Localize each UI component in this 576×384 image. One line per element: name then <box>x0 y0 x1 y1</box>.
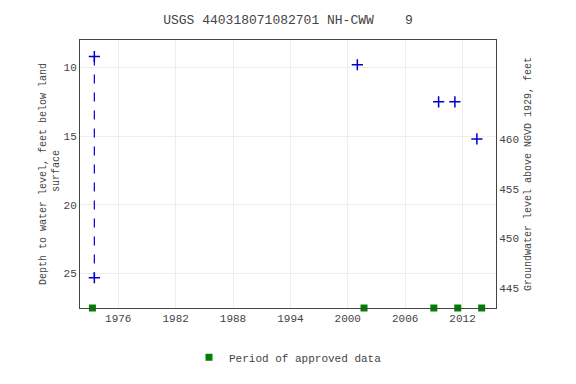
svg-text:Period of approved data: Period of approved data <box>229 353 381 365</box>
svg-text:2006: 2006 <box>392 313 418 325</box>
svg-text:450: 450 <box>499 233 519 245</box>
svg-text:Depth to water level, feet bel: Depth to water level, feet below land su… <box>38 63 62 285</box>
svg-text:460: 460 <box>499 134 519 146</box>
svg-text:Groundwater level above NGVD 1: Groundwater level above NGVD 1929, feet <box>523 57 534 291</box>
svg-text:1982: 1982 <box>162 313 188 325</box>
svg-text:10: 10 <box>64 62 77 74</box>
svg-text:2000: 2000 <box>335 313 361 325</box>
svg-text:1988: 1988 <box>220 313 246 325</box>
svg-text:2012: 2012 <box>449 313 475 325</box>
svg-text:1994: 1994 <box>277 313 304 325</box>
svg-text:20: 20 <box>64 200 77 212</box>
svg-text:USGS 440318071082701 NH-CWW: USGS 440318071082701 NH-CWW 9 <box>163 13 413 28</box>
svg-text:445: 445 <box>499 283 519 295</box>
svg-text:455: 455 <box>499 184 519 196</box>
svg-text:1976: 1976 <box>105 313 131 325</box>
svg-text:25: 25 <box>64 268 77 280</box>
svg-text:15: 15 <box>64 131 77 143</box>
